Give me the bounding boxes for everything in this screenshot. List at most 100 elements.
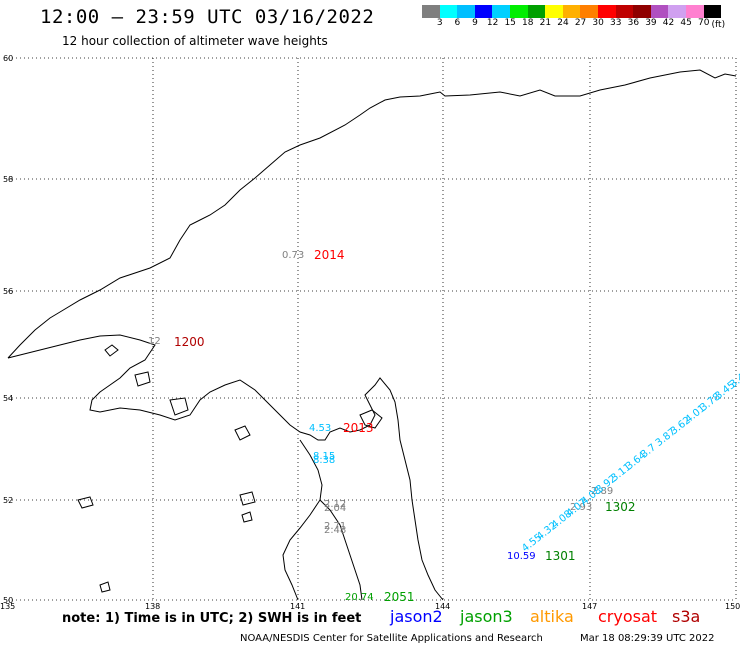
scale-tick: 12 xyxy=(486,18,499,28)
scale-tick: 3 xyxy=(436,18,443,28)
scale-tick: 9 xyxy=(472,18,478,28)
scale-unit: (ft) xyxy=(711,20,726,30)
swh-value: 2.04 xyxy=(324,503,346,514)
lat-label: 58 xyxy=(3,175,13,184)
swh-value: 10.59 xyxy=(507,551,536,562)
map-grid xyxy=(8,57,737,601)
scale-tick: 70 xyxy=(697,18,710,28)
pass-label: 2014 xyxy=(314,248,345,262)
pass-label: 1302 xyxy=(605,500,636,514)
island-4 xyxy=(234,425,251,441)
legend-altika: altika xyxy=(530,607,574,626)
scale-ticks: 3 6 9 12 15 18 21 24 27 30 33 36 39 42 45 70 xyxy=(431,18,721,28)
scale-swatch xyxy=(509,5,528,18)
lon-labels: 135 138 141 144 147 150 xyxy=(0,602,740,611)
lat-label: 56 xyxy=(3,287,13,296)
swh-value: 0.73 xyxy=(282,250,304,261)
scale-tick: 24 xyxy=(557,18,569,28)
scale-tick: 42 xyxy=(662,18,675,28)
swh-value: 2.71 xyxy=(324,521,346,532)
color-scale: 3 6 9 12 15 18 21 24 27 30 33 36 39 42 45 70 (ft) xyxy=(422,5,725,30)
pass-label: 2051 xyxy=(384,590,415,604)
swh-value: 2.48 xyxy=(324,525,346,536)
swh-value: 2.12 xyxy=(324,499,346,510)
swh-value: 12 xyxy=(148,336,161,347)
scale-swatch xyxy=(597,5,616,18)
scale-tick: 15 xyxy=(504,18,516,28)
lon-label: 147 xyxy=(582,602,597,611)
track-swh-value: 3.4 xyxy=(728,372,740,390)
scale-swatch xyxy=(545,5,563,18)
island-6 xyxy=(239,491,256,506)
island-1 xyxy=(104,344,119,357)
west-lowland xyxy=(7,334,444,601)
lat-label: 50 xyxy=(3,596,13,605)
coastline xyxy=(7,69,737,601)
scale-tick: 39 xyxy=(645,18,657,28)
island-2 xyxy=(134,371,151,387)
lon-label: 135 xyxy=(0,602,15,611)
scale-swatch xyxy=(703,5,722,18)
swh-value: 2.93 xyxy=(570,502,592,513)
swh-observations: 0.73 12 4.53 8.15 8.38 2.12 2.04 2.71 2.… xyxy=(148,250,613,603)
swh-value: 2.89 xyxy=(591,486,613,497)
legend-s3a: s3a xyxy=(672,607,701,626)
lon-label: 150 xyxy=(725,602,740,611)
swh-value: 20.74 xyxy=(345,592,374,603)
sakhalin-west xyxy=(282,439,323,601)
pass-label: 1301 xyxy=(545,549,576,563)
lon-label: 144 xyxy=(435,602,450,611)
island-8 xyxy=(99,581,111,593)
island-9 xyxy=(359,409,383,429)
page-subtitle: 12 hour collection of altimeter wave hei… xyxy=(62,34,328,48)
swh-value: 4.53 xyxy=(309,423,331,434)
scale-swatch xyxy=(439,5,458,18)
scale-swatch xyxy=(633,5,651,18)
scale-tick: 6 xyxy=(454,18,461,28)
island-3 xyxy=(169,397,189,416)
scale-swatch xyxy=(457,5,475,18)
scale-tick: 27 xyxy=(574,18,587,28)
pass-labels: 2014 1200 2013 2051 1301 1302 xyxy=(174,248,636,604)
lat-label: 60 xyxy=(3,54,13,63)
scale-tick: 33 xyxy=(610,18,622,28)
pass-label: 2013 xyxy=(343,421,374,435)
legend-jason2: jason2 xyxy=(390,607,443,626)
pass-label: 1200 xyxy=(174,335,205,349)
scale-swatch xyxy=(492,5,510,18)
island-7 xyxy=(241,511,253,523)
scale-swatch xyxy=(422,5,440,18)
lon-label: 138 xyxy=(145,602,160,611)
note-text: note: 1) Time is in UTC; 2) SWH is in fe… xyxy=(62,611,362,626)
lon-label: 141 xyxy=(290,602,305,611)
scale-swatch xyxy=(615,5,634,18)
legend-cryosat: cryosat xyxy=(598,607,658,626)
scale-tick: 18 xyxy=(522,18,534,28)
scale-swatch xyxy=(685,5,704,18)
footer-timestamp: Mar 18 08:29:39 UTC 2022 xyxy=(580,633,715,644)
scale-swatch xyxy=(650,5,669,18)
lat-labels: 60 58 56 54 52 50 xyxy=(3,54,13,605)
lat-label: 52 xyxy=(3,496,13,505)
footer-credit: NOAA/NESDIS Center for Satellite Applica… xyxy=(240,633,543,644)
scale-tick: 30 xyxy=(592,18,604,28)
altimeter-track: 4.554.324.084.074.083.923.113.643.73.873… xyxy=(520,372,740,554)
scale-swatch xyxy=(580,5,598,18)
north-coast xyxy=(7,69,737,359)
scale-tick: 45 xyxy=(680,18,692,28)
lat-label: 54 xyxy=(3,394,13,403)
scale-swatch xyxy=(527,5,546,18)
swh-value: 8.15 xyxy=(313,451,335,462)
scale-swatch xyxy=(668,5,686,18)
scale-swatches xyxy=(422,5,722,18)
footer: NOAA/NESDIS Center for Satellite Applica… xyxy=(240,633,715,644)
scale-swatch xyxy=(562,5,581,18)
page-title: 12:00 – 23:59 UTC 03/16/2022 xyxy=(40,6,375,28)
swh-value: 8.38 xyxy=(313,455,335,466)
bay-coast xyxy=(319,499,363,601)
scale-tick: 21 xyxy=(539,18,552,28)
island-5 xyxy=(77,496,94,509)
scale-tick: 36 xyxy=(627,18,640,28)
scale-swatch xyxy=(474,5,493,18)
